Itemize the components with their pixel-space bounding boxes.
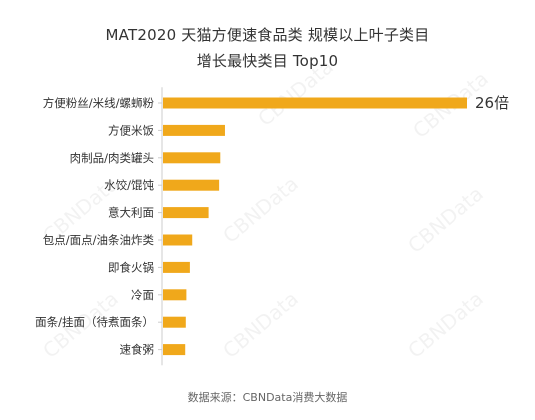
bar	[163, 316, 186, 328]
bar	[163, 289, 187, 301]
category-label: 冷面	[131, 288, 154, 302]
watermark-text: CBNData	[403, 181, 488, 257]
bar	[163, 344, 186, 356]
data-label: 26倍	[475, 94, 509, 112]
bar	[163, 179, 220, 191]
category-label: 意大利面	[108, 206, 154, 220]
watermark-text: CBNData	[218, 171, 303, 247]
bar	[163, 207, 209, 219]
category-label: 方便粉丝/米线/螺蛳粉	[43, 96, 155, 110]
bar	[163, 261, 190, 273]
category-label: 方便米饭	[108, 123, 154, 137]
category-label: 即食火锅	[108, 260, 154, 274]
source-note: 数据来源：CBNData消费大数据	[187, 391, 348, 404]
chart-title: MAT2020 天猫方便速食品类 规模以上叶子类目	[105, 26, 430, 44]
category-label: 肉制品/肉类罐头	[70, 151, 154, 165]
bar	[163, 234, 193, 246]
bar	[163, 97, 467, 109]
category-label: 面条/挂面（待煮面条）	[35, 315, 154, 329]
bars-layer: 方便粉丝/米线/螺蛳粉 26倍方便米饭肉制品/肉类罐头水饺/馄饨意大利面包点/面点…	[35, 87, 509, 366]
bar	[163, 152, 221, 164]
watermark-text: CBNData	[218, 286, 303, 362]
watermark-text: CBNData	[403, 286, 488, 362]
bar	[163, 124, 225, 136]
chart-subtitle: 增长最快类目 Top10	[196, 52, 339, 70]
category-label: 速食粥	[120, 343, 155, 357]
category-label: 包点/面点/油条油炸类	[43, 233, 155, 247]
category-label: 水饺/馄饨	[104, 178, 154, 192]
watermark-text: CBNData	[253, 54, 338, 130]
